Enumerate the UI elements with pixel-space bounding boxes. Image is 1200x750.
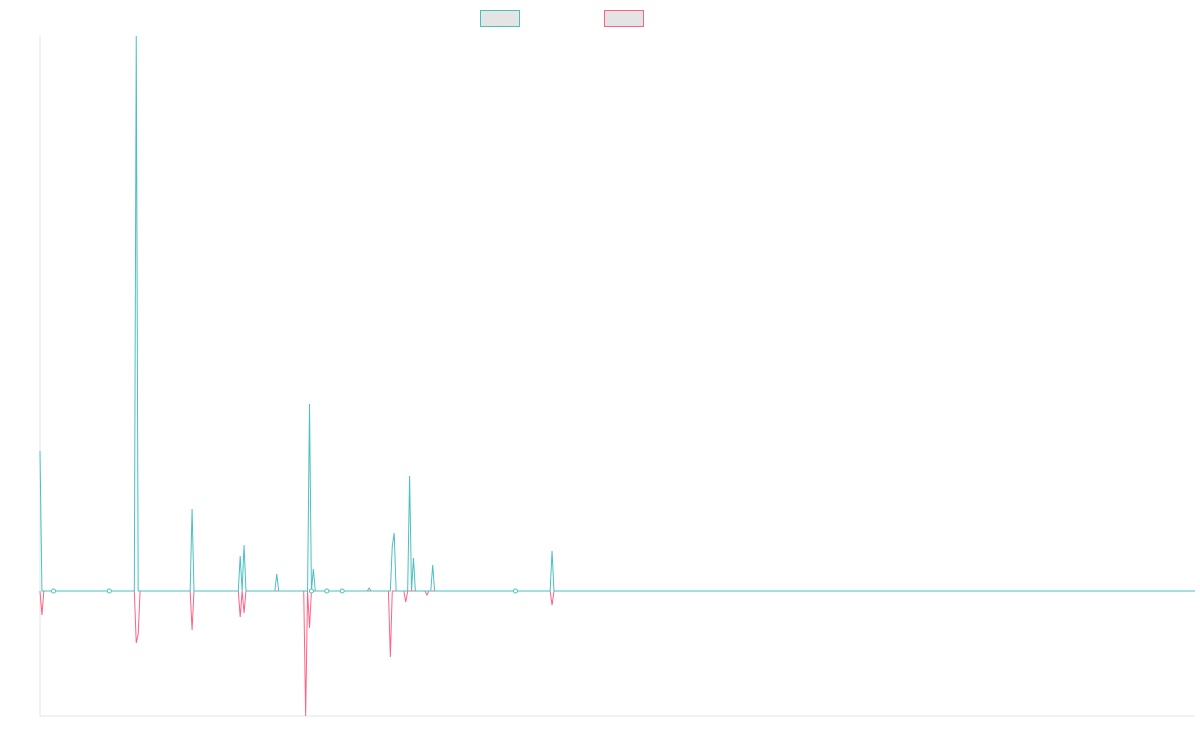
legend-swatch-series-1 [480,9,520,27]
chart-axes [39,36,1195,717]
data-point-marker[interactable] [50,588,56,594]
markers-layer [50,588,518,594]
series-1-line[interactable] [39,35,1195,592]
series-layer [39,35,1195,717]
legend-item-series-2[interactable] [604,9,644,27]
data-point-marker[interactable] [512,588,518,594]
series-2-line[interactable] [39,590,1195,717]
legend-swatch-series-2 [604,9,644,27]
data-point-marker[interactable] [106,588,112,594]
legend-item-series-1[interactable] [480,9,520,27]
data-point-marker[interactable] [339,588,345,594]
chart-legend [0,9,1200,27]
data-point-marker[interactable] [308,588,314,594]
data-point-marker[interactable] [324,588,330,594]
